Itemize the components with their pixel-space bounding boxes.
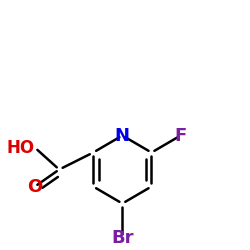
Text: O: O bbox=[27, 178, 42, 196]
Text: N: N bbox=[115, 126, 130, 144]
Text: HO: HO bbox=[7, 139, 35, 157]
Text: F: F bbox=[174, 126, 187, 144]
Text: Br: Br bbox=[111, 228, 134, 246]
